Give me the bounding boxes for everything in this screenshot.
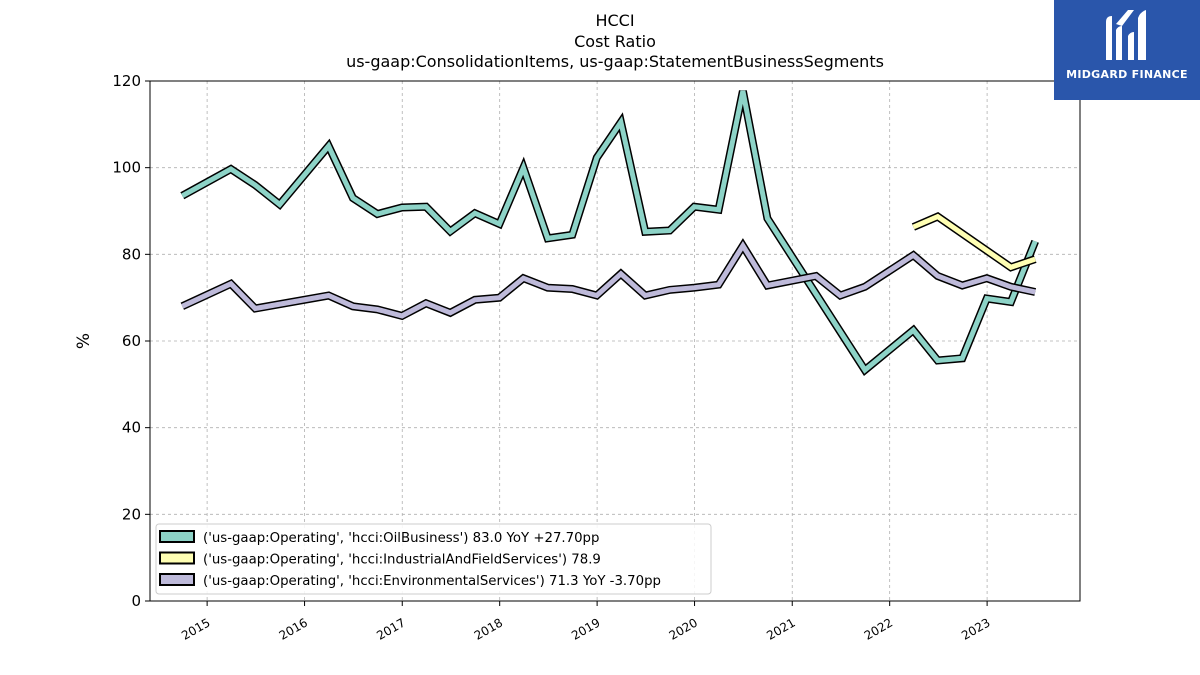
x-tick-label: 2018 — [472, 615, 505, 642]
y-tick-label: 0 — [131, 592, 141, 610]
y-tick-label: 120 — [112, 72, 141, 90]
x-tick-label: 2019 — [569, 615, 602, 642]
legend: ('us-gaap:Operating', 'hcci:OilBusiness'… — [155, 523, 712, 595]
legend-label-2: ('us-gaap:Operating', 'hcci:IndustrialAn… — [203, 553, 601, 568]
legend-label-3: ('us-gaap:Operating', 'hcci:Environmenta… — [203, 574, 661, 589]
legend-swatch-1 — [159, 530, 195, 543]
y-tick-label: 80 — [122, 245, 141, 263]
series-outline-1 — [180, 90, 1039, 376]
x-tick-label: 2021 — [764, 615, 797, 642]
plot-frame — [149, 80, 1081, 602]
series-line-3 — [181, 240, 1036, 319]
series-line-2 — [912, 213, 1036, 271]
x-tick-label: 2017 — [374, 615, 407, 642]
y-tick-label: 100 — [112, 159, 141, 177]
y-axis-label: % — [74, 333, 94, 349]
x-tick-label: 2023 — [959, 615, 992, 642]
x-tick-label: 2016 — [277, 615, 310, 642]
y-tick-label: 20 — [122, 505, 141, 523]
series-line-1 — [181, 90, 1038, 374]
legend-swatch-2 — [159, 551, 195, 565]
legend-box — [155, 523, 712, 595]
x-tick-label: 2015 — [179, 615, 212, 642]
chart-subtitle: Cost Ratio — [574, 32, 656, 51]
midgard-logo-icon — [1106, 10, 1146, 60]
legend-label-1: ('us-gaap:Operating', 'hcci:OilBusiness'… — [203, 531, 599, 546]
chart-title: HCCI — [595, 11, 635, 30]
y-tick-label: 40 — [122, 419, 141, 437]
chart-segments-caption: us-gaap:ConsolidationItems, us-gaap:Stat… — [346, 52, 884, 71]
logo-text: MIDGARD FINANCE — [1066, 68, 1188, 81]
x-tick-label: 2020 — [667, 615, 700, 642]
legend-swatch-3 — [159, 573, 195, 586]
brand-logo: MIDGARD FINANCE — [1054, 0, 1200, 100]
y-tick-label: 60 — [122, 332, 141, 350]
x-tick-label: 2022 — [862, 615, 895, 642]
